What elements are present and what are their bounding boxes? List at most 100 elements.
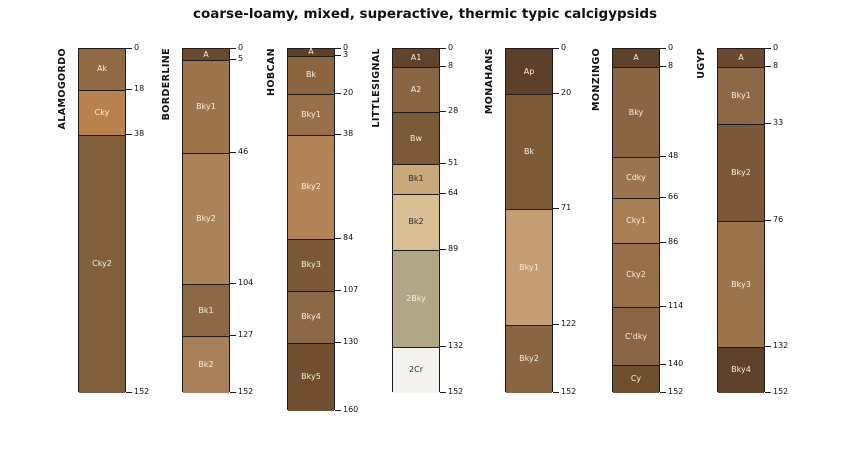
profile-name: HOBCAN bbox=[266, 48, 277, 96]
depth-tick-label: 152 bbox=[773, 386, 789, 396]
soil-horizon: Bky4 bbox=[288, 290, 334, 343]
soil-horizon: A bbox=[183, 49, 229, 61]
soil-horizon: 2Bky bbox=[393, 250, 439, 348]
soil-horizon: Cdky bbox=[613, 157, 659, 199]
soil-horizon: Bky2 bbox=[183, 152, 229, 285]
depth-tick bbox=[553, 323, 559, 325]
depth-tick bbox=[440, 66, 446, 68]
depth-tick bbox=[660, 242, 666, 244]
profile-column: A Bky1 Bky2 Bky3 Bky4 bbox=[717, 48, 765, 393]
soil-horizon: Cky bbox=[79, 89, 125, 135]
depth-tick-label: 0 bbox=[448, 43, 454, 52]
profile-name: MONZINGO bbox=[591, 48, 602, 111]
depth-tick-label: 33 bbox=[773, 117, 784, 127]
horizon-label: Bky2 bbox=[731, 167, 751, 177]
depth-tick-label: 3 bbox=[343, 49, 349, 59]
profile-column: Ak Cky Cky2 bbox=[78, 48, 126, 393]
horizon-label: Bk2 bbox=[198, 359, 214, 369]
depth-tick bbox=[553, 48, 559, 49]
depth-tick bbox=[335, 341, 341, 343]
depth-tick bbox=[230, 48, 236, 49]
depth-tick-label: 8 bbox=[668, 61, 674, 71]
depth-tick bbox=[765, 391, 771, 393]
soil-horizon: Bk1 bbox=[393, 164, 439, 194]
horizon-label: Bky2 bbox=[196, 213, 216, 223]
depth-tick bbox=[440, 163, 446, 165]
depth-tick bbox=[230, 283, 236, 285]
soil-horizon: Bk1 bbox=[183, 284, 229, 336]
horizon-label: Bw bbox=[409, 133, 423, 143]
horizon-label: A bbox=[633, 53, 639, 63]
depth-tick-label: 104 bbox=[238, 278, 254, 288]
soil-horizon: C'dky bbox=[613, 306, 659, 366]
soil-horizon: Cky2 bbox=[79, 134, 125, 393]
soil-horizon: Bky3 bbox=[288, 238, 334, 291]
depth-tick bbox=[230, 391, 236, 393]
profile-column: A Bky Cdky Cky1 Cky2 C'dky Cy bbox=[612, 48, 660, 393]
depth-tick-label: 5 bbox=[238, 54, 244, 64]
depth-tick-label: 122 bbox=[561, 318, 577, 328]
soil-horizon: Bky2 bbox=[288, 134, 334, 239]
soil-horizon: Bk bbox=[506, 94, 552, 210]
horizon-label: Cdky bbox=[626, 173, 646, 183]
soil-horizon: Bky bbox=[613, 67, 659, 158]
horizon-label: Cy bbox=[630, 374, 642, 384]
depth-tick bbox=[335, 93, 341, 95]
depth-tick-label: 152 bbox=[134, 386, 150, 396]
horizon-label: C'dky bbox=[625, 331, 647, 341]
profile-name: MONAHANS bbox=[484, 48, 495, 115]
soil-horizon: A bbox=[288, 48, 334, 56]
horizon-label: A bbox=[738, 53, 744, 63]
soil-horizon: A bbox=[718, 49, 764, 68]
soil-horizon: Bk bbox=[288, 55, 334, 95]
depth-tick bbox=[440, 346, 446, 348]
depth-tick-label: 38 bbox=[343, 128, 354, 138]
depth-tick bbox=[126, 48, 132, 49]
horizon-label: Bky1 bbox=[519, 262, 539, 272]
horizon-label: A2 bbox=[410, 85, 422, 95]
profile-column: Ap Bk Bky1 Bky2 bbox=[505, 48, 553, 393]
horizon-label: Bky5 bbox=[301, 372, 321, 382]
soil-horizon: Bky1 bbox=[718, 67, 764, 124]
profile-name: LITTLESIGNAL bbox=[371, 48, 382, 128]
depth-tick-label: 46 bbox=[238, 146, 249, 156]
depth-tick-label: 0 bbox=[134, 43, 140, 52]
profile-name: BORDERLINE bbox=[161, 48, 172, 121]
depth-tick-label: 89 bbox=[448, 244, 459, 254]
depth-tick bbox=[126, 133, 132, 135]
soil-horizon: 2Cr bbox=[393, 347, 439, 393]
horizon-label: Bky4 bbox=[301, 312, 321, 322]
horizon-label: Cky2 bbox=[626, 270, 646, 280]
depth-tick-label: 8 bbox=[773, 61, 779, 71]
horizon-label: Ap bbox=[523, 66, 535, 76]
horizon-label: Bky1 bbox=[731, 90, 751, 100]
depth-tick bbox=[553, 391, 559, 393]
soil-horizon: Ap bbox=[506, 49, 552, 95]
depth-tick-label: 66 bbox=[668, 192, 679, 202]
depth-tick bbox=[553, 208, 559, 210]
depth-tick-label: 127 bbox=[238, 330, 254, 340]
depth-tick bbox=[765, 48, 771, 49]
soil-horizon: Cy bbox=[613, 365, 659, 393]
soil-horizon: Bky1 bbox=[183, 60, 229, 153]
soil-horizon: Ak bbox=[79, 49, 125, 90]
depth-tick-label: 38 bbox=[134, 128, 145, 138]
depth-tick bbox=[553, 93, 559, 95]
horizon-label: Bk1 bbox=[198, 305, 214, 315]
depth-tick bbox=[230, 151, 236, 153]
horizon-label: Bky2 bbox=[301, 182, 321, 192]
depth-tick bbox=[230, 335, 236, 337]
depth-tick-label: 152 bbox=[238, 386, 254, 396]
depth-tick bbox=[765, 219, 771, 221]
depth-tick-label: 0 bbox=[668, 43, 674, 52]
horizon-label: Bky1 bbox=[196, 102, 216, 112]
soil-horizon: Bky3 bbox=[718, 220, 764, 348]
depth-tick-label: 132 bbox=[773, 341, 789, 351]
horizon-label: Bky3 bbox=[301, 260, 321, 270]
depth-tick bbox=[335, 289, 341, 291]
depth-tick bbox=[660, 66, 666, 68]
depth-tick-label: 51 bbox=[448, 158, 459, 168]
profile-column: A Bky1 Bky2 Bk1 Bk2 bbox=[182, 48, 230, 393]
depth-tick bbox=[765, 66, 771, 68]
depth-tick-label: 152 bbox=[668, 386, 684, 396]
